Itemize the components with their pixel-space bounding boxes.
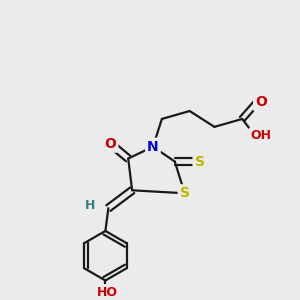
Text: S: S xyxy=(180,186,190,200)
Text: S: S xyxy=(195,154,205,169)
Text: O: O xyxy=(255,95,267,109)
Text: O: O xyxy=(104,137,116,151)
Text: OH: OH xyxy=(250,129,272,142)
Text: HO: HO xyxy=(97,286,118,299)
Text: H: H xyxy=(85,199,96,212)
Text: N: N xyxy=(147,140,159,154)
